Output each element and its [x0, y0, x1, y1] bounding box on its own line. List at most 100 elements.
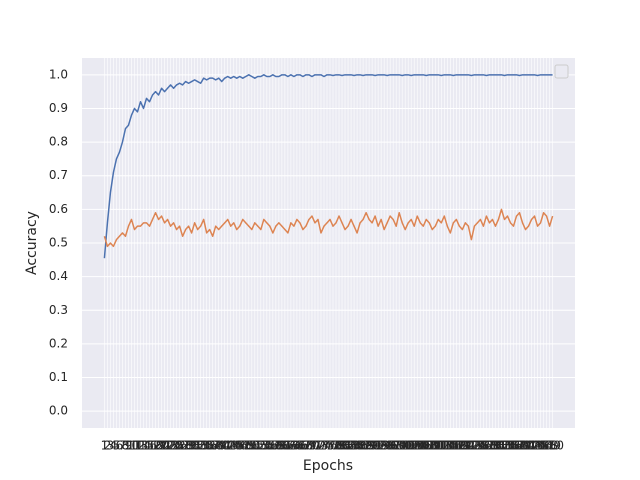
- x-tick-label: 98: [389, 439, 404, 453]
- x-tick-label: 126: [469, 439, 492, 453]
- x-tick-label: 39: [211, 439, 226, 453]
- x-tick-label: 125: [466, 439, 489, 453]
- x-tick-label: 141: [514, 439, 537, 453]
- x-tick-label: 124: [463, 439, 486, 453]
- x-tick-label: 93: [373, 439, 388, 453]
- x-tick-label: 61: [277, 439, 292, 453]
- x-tick-label: 67: [295, 439, 310, 453]
- x-tick-label: 15: [139, 439, 154, 453]
- x-tick-label: 65: [289, 439, 304, 453]
- x-tick-label: 22: [160, 439, 175, 453]
- x-tick-label: 19: [151, 439, 166, 453]
- x-tick-label: 51: [247, 439, 262, 453]
- x-tick-label: 28: [178, 439, 193, 453]
- x-tick-label: 140: [511, 439, 534, 453]
- x-tick-label: 147: [532, 439, 555, 453]
- x-tick-label: 119: [448, 439, 471, 453]
- x-tick-label: 82: [340, 439, 355, 453]
- y-tick-label: 0.1: [49, 370, 68, 384]
- x-tick-label: 59: [271, 439, 286, 453]
- x-tick-label: 30: [184, 439, 199, 453]
- x-tick-label: 32: [190, 439, 205, 453]
- x-tick-label: 83: [343, 439, 358, 453]
- x-tick-label: 136: [499, 439, 522, 453]
- x-tick-label: 101: [394, 439, 417, 453]
- x-tick-label: 2: [104, 439, 112, 453]
- x-tick-label: 73: [313, 439, 328, 453]
- y-tick-label: 0.6: [49, 202, 68, 216]
- x-tick-label: 114: [433, 439, 456, 453]
- x-tick-label: 107: [412, 439, 435, 453]
- x-tick-label: 116: [439, 439, 462, 453]
- x-tick-label: 48: [238, 439, 253, 453]
- x-tick-label: 87: [355, 439, 370, 453]
- x-tick-label: 85: [349, 439, 364, 453]
- x-tick-label: 104: [403, 439, 426, 453]
- x-tick-label: 36: [202, 439, 217, 453]
- x-tick-label: 21: [157, 439, 172, 453]
- series-line: [103, 74, 553, 259]
- x-tick-label: 86: [352, 439, 367, 453]
- x-tick-label: 27: [175, 439, 190, 453]
- series-line: [103, 208, 554, 248]
- x-tick-label: 45: [229, 439, 244, 453]
- x-axis-label: Epochs: [303, 458, 353, 474]
- x-tick-label: 12: [130, 439, 145, 453]
- x-tick-label: 134: [493, 439, 516, 453]
- x-tick-label: 41: [217, 439, 232, 453]
- x-tick-label: 122: [457, 439, 480, 453]
- x-tick-label: 56: [262, 439, 277, 453]
- x-tick-label: 44: [226, 439, 241, 453]
- y-tick-label: 0.7: [49, 168, 68, 182]
- x-tick-label: 62: [280, 439, 295, 453]
- x-tick-label: 108: [415, 439, 438, 453]
- x-tick-label: 16: [142, 439, 157, 453]
- x-tick-label: 64: [286, 439, 301, 453]
- x-tick-label: 139: [508, 439, 531, 453]
- x-tick-label: 66: [292, 439, 307, 453]
- x-tick-label: 34: [196, 439, 211, 453]
- x-tick-label: 109: [418, 439, 441, 453]
- grid: [82, 58, 575, 428]
- x-tick-label: 84: [346, 439, 361, 453]
- x-tick-label: 94: [377, 439, 392, 453]
- x-tick-label: 106: [409, 439, 432, 453]
- x-tick-label: 70: [304, 439, 319, 453]
- x-tick-label: 144: [523, 439, 546, 453]
- x-tick-label: 90: [364, 439, 379, 453]
- x-tick-label: 143: [520, 439, 543, 453]
- x-tick-label: 91: [367, 439, 382, 453]
- x-tick-label: 118: [445, 439, 468, 453]
- x-tick-label: 128: [475, 439, 498, 453]
- x-tick-label: 69: [301, 439, 316, 453]
- x-tick-label: 97: [386, 439, 401, 453]
- x-tick-label: 99: [392, 439, 407, 453]
- x-tick-label: 127: [472, 439, 495, 453]
- x-tick-label: 105: [406, 439, 429, 453]
- x-tick-label: 52: [250, 439, 265, 453]
- x-tick-label: 49: [241, 439, 256, 453]
- x-tick-label: 135: [496, 439, 519, 453]
- x-tick-label: 53: [253, 439, 268, 453]
- x-tick-label: 79: [331, 439, 346, 453]
- x-tick-label: 63: [283, 439, 298, 453]
- x-tick-label: 18: [148, 439, 163, 453]
- x-tick-label: 9: [125, 439, 133, 453]
- x-tick-label: 54: [256, 439, 271, 453]
- x-tick-label: 29: [181, 439, 196, 453]
- x-tick-label: 8: [122, 439, 130, 453]
- x-tick-label: 55: [259, 439, 274, 453]
- x-tick-label: 145: [526, 439, 549, 453]
- y-tick-label: 0.2: [49, 336, 68, 350]
- x-tick-label: 46: [232, 439, 247, 453]
- x-tick-label: 100: [391, 439, 414, 453]
- x-tick-label: 25: [169, 439, 184, 453]
- x-tick-label: 111: [424, 439, 447, 453]
- y-tick-label: 0.8: [49, 135, 68, 149]
- x-tick-label: 74: [316, 439, 331, 453]
- x-tick-label: 113: [430, 439, 453, 453]
- x-tick-label: 37: [205, 439, 220, 453]
- x-tick-label: 17: [145, 439, 160, 453]
- x-tick-label: 40: [214, 439, 229, 453]
